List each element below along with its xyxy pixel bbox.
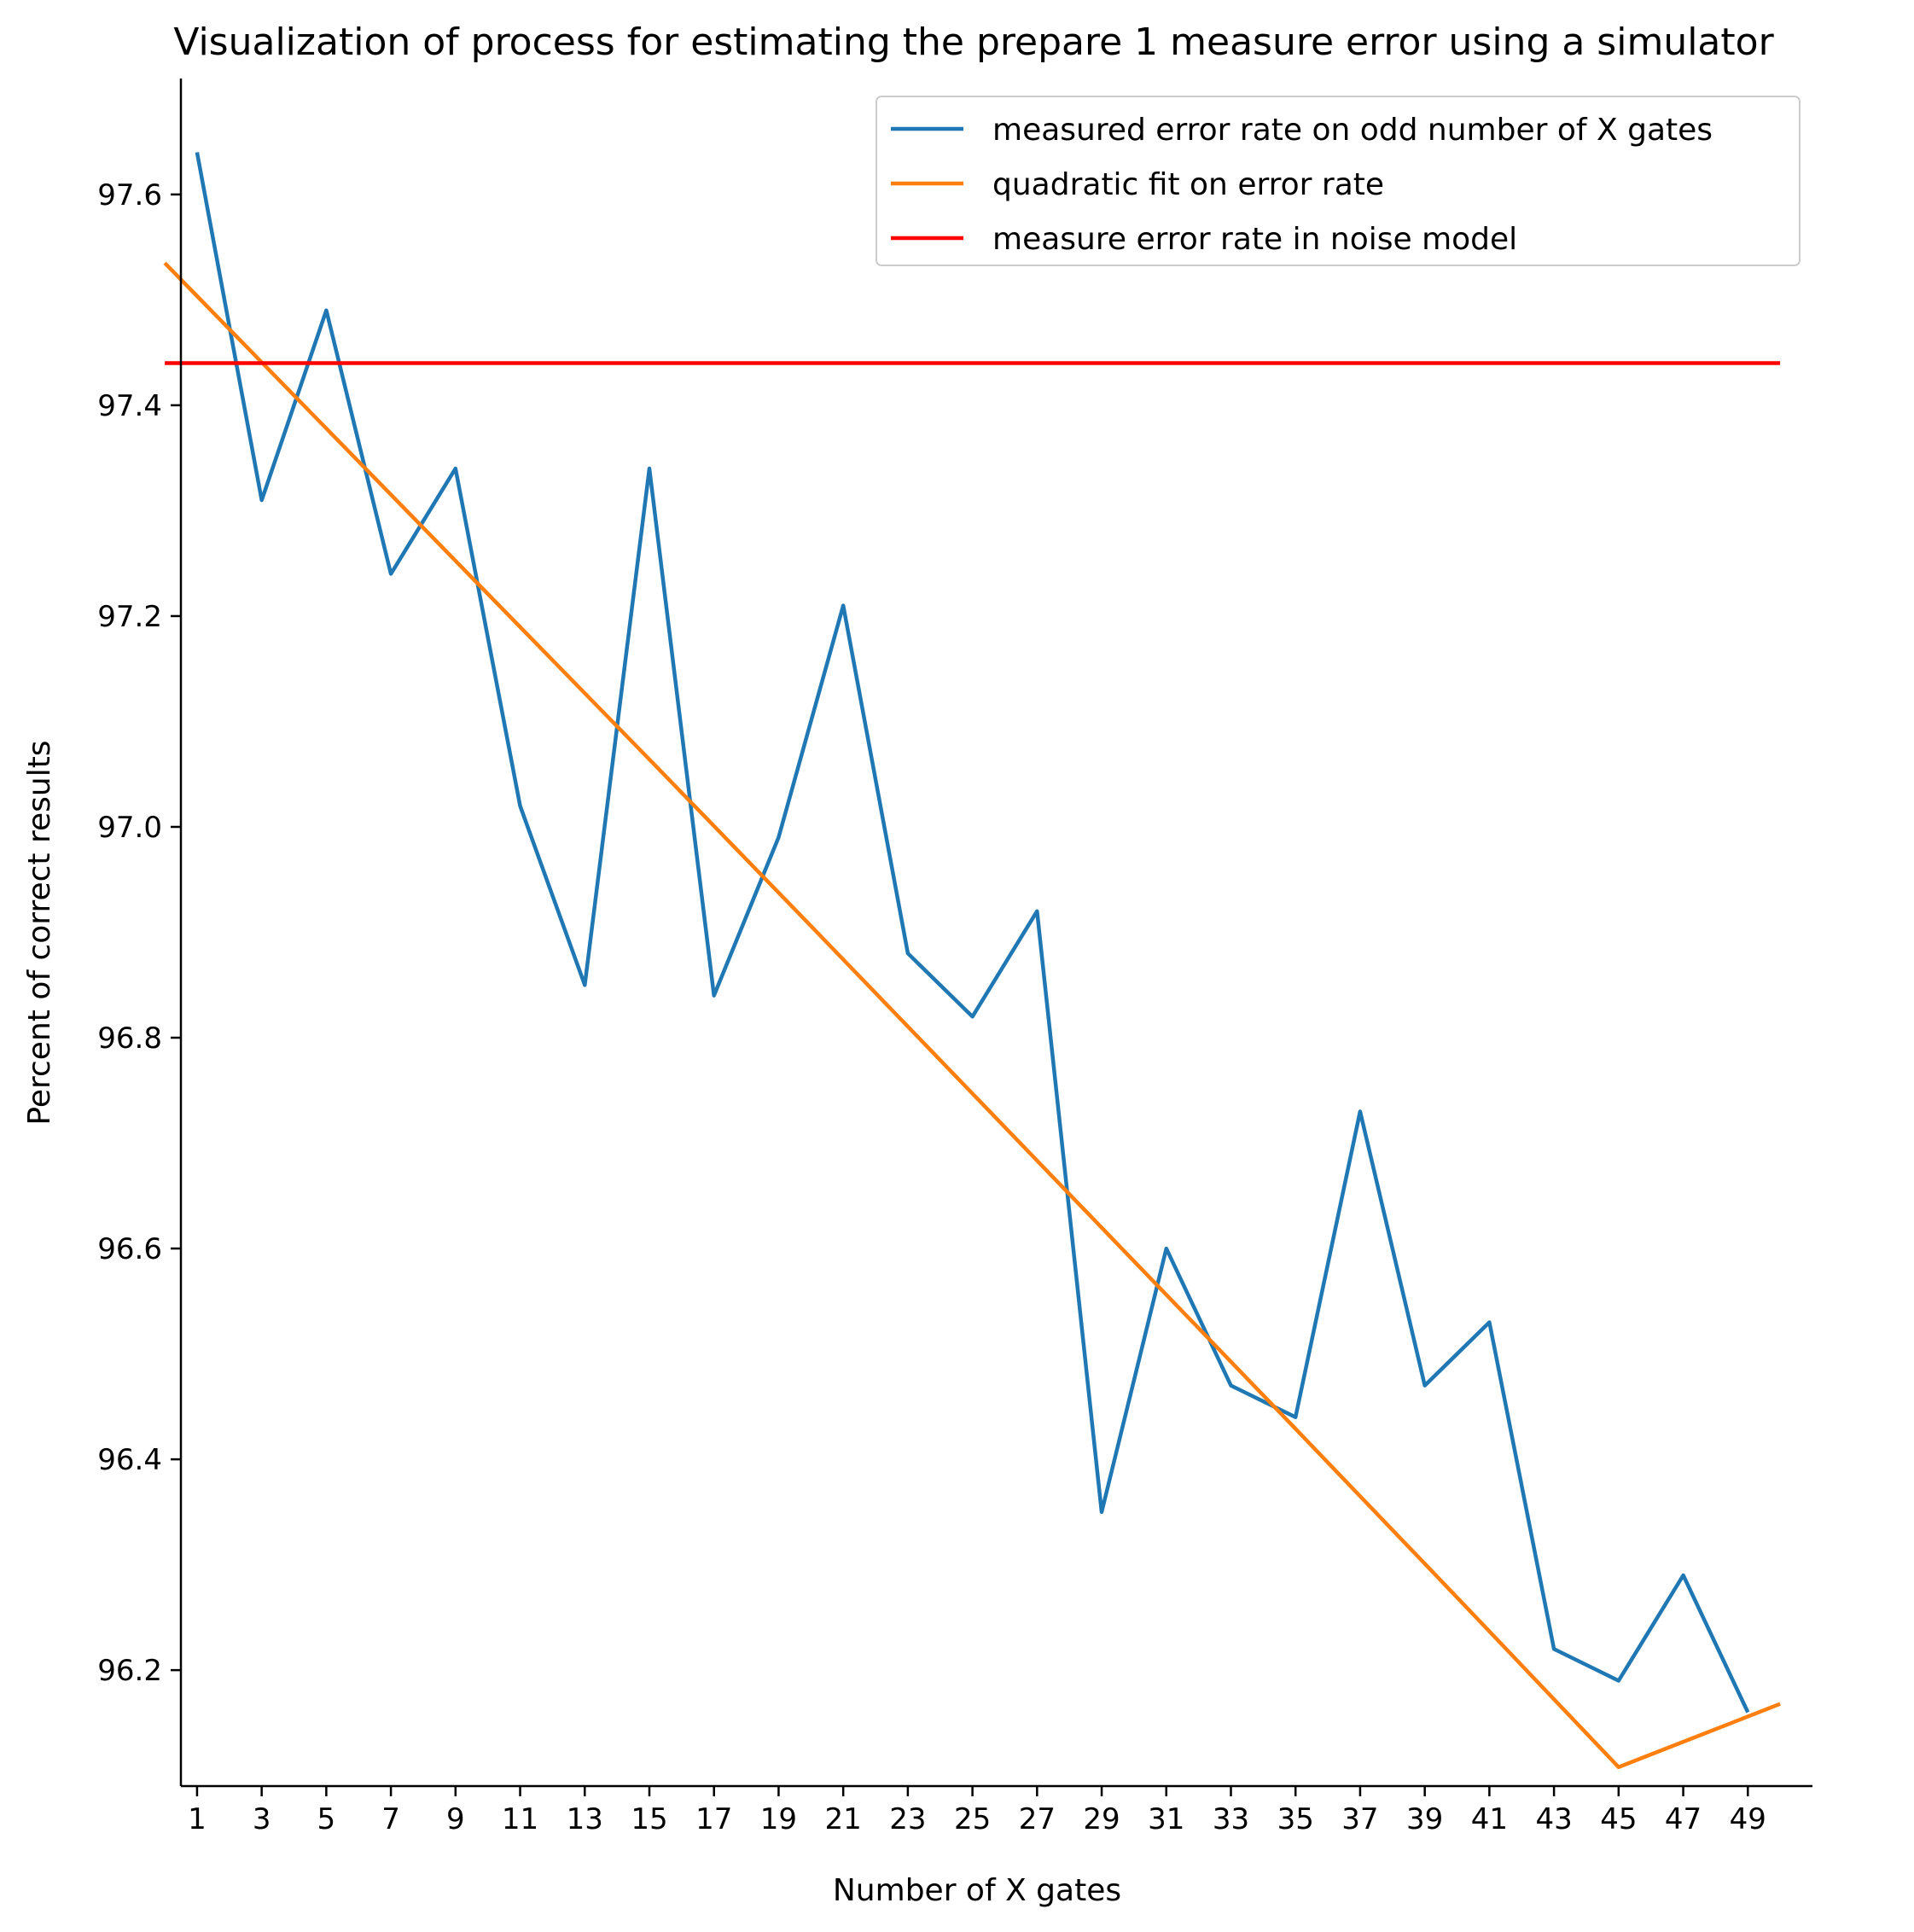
chart-title: Visualization of process for estimating … <box>173 20 1774 64</box>
x-tick-label: 29 <box>1083 1802 1120 1836</box>
x-tick-label: 27 <box>1019 1802 1056 1836</box>
x-tick-label: 19 <box>760 1802 797 1836</box>
x-tick-label: 13 <box>567 1802 603 1836</box>
x-tick-label: 43 <box>1535 1802 1572 1836</box>
x-tick-label: 33 <box>1213 1802 1249 1836</box>
y-tick-label: 97.4 <box>97 389 162 423</box>
y-tick-label: 96.2 <box>97 1654 162 1688</box>
x-tick-label: 1 <box>188 1802 207 1836</box>
y-tick-label: 97.6 <box>97 178 162 212</box>
x-tick-label: 41 <box>1471 1802 1508 1836</box>
y-tick-label: 97.2 <box>97 600 162 634</box>
x-tick-label: 11 <box>502 1802 538 1836</box>
x-tick-label: 21 <box>825 1802 862 1836</box>
x-tick-label: 3 <box>253 1802 271 1836</box>
x-tick-label: 47 <box>1665 1802 1702 1836</box>
x-tick-label: 15 <box>631 1802 667 1836</box>
x-tick-label: 31 <box>1148 1802 1184 1836</box>
x-tick-label: 25 <box>954 1802 991 1836</box>
legend-label: quadratic fit on error rate <box>992 167 1384 202</box>
quadratic-fit-line <box>163 261 1781 1770</box>
x-tick-label: 49 <box>1730 1802 1766 1836</box>
y-tick-label: 97.0 <box>97 811 162 845</box>
y-tick-label: 96.4 <box>97 1443 162 1477</box>
x-tick-label: 35 <box>1277 1802 1314 1836</box>
measured-series-line <box>195 152 1750 1714</box>
legend-box <box>876 96 1801 266</box>
x-tick-label: 7 <box>381 1802 400 1836</box>
legend-label: measured error rate on odd number of X g… <box>992 113 1713 148</box>
x-axis-title: Number of X gates <box>833 1873 1121 1908</box>
x-tick-label: 45 <box>1600 1802 1637 1836</box>
x-tick-label: 23 <box>889 1802 926 1836</box>
legend: measured error rate on odd number of X g… <box>876 96 1801 266</box>
x-tick-label: 39 <box>1406 1802 1443 1836</box>
axes: 1 3 5 7 9 11 13 15 17 19 21 23 25 27 29 31 33 35 37 39 41 43 4… <box>97 79 1812 1836</box>
y-tick-label: 96.6 <box>97 1232 162 1266</box>
x-tick-label: 9 <box>446 1802 465 1836</box>
legend-label: measure error rate in noise model <box>992 222 1517 257</box>
x-tick-label: 5 <box>317 1802 336 1836</box>
x-tick-label: 37 <box>1341 1802 1378 1836</box>
plot-area <box>163 152 1781 1770</box>
y-tick-label: 96.8 <box>97 1021 162 1056</box>
y-axis-title: Percent of correct results <box>22 740 57 1125</box>
x-tick-label: 17 <box>695 1802 732 1836</box>
